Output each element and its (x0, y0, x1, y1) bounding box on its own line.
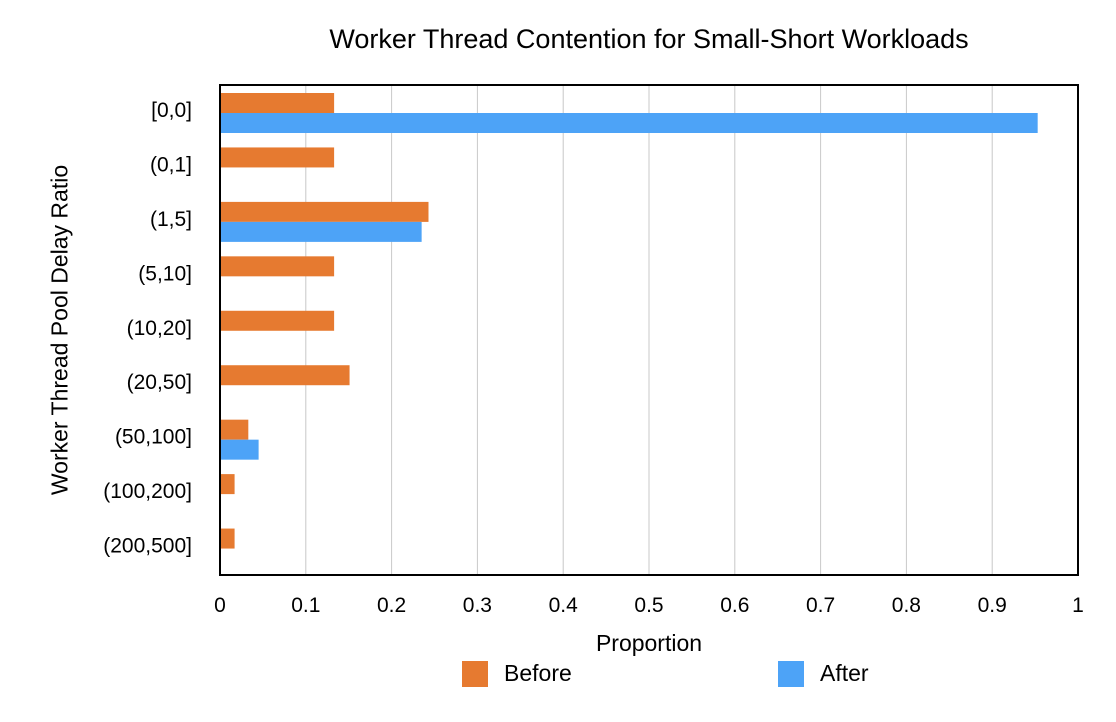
legend-item-after: After (778, 660, 869, 687)
bar-before (220, 201, 429, 222)
y-tick-label: [0,0] (151, 99, 192, 122)
legend: Before After (0, 660, 1116, 690)
bar-before (220, 256, 335, 277)
bar-before (220, 147, 335, 168)
y-axis-label: Worker Thread Pool Delay Ratio (46, 164, 73, 496)
y-tick-label: (0,1] (150, 153, 192, 176)
bar-marks (220, 93, 1038, 549)
x-tick-label: 0.7 (806, 594, 835, 617)
legend-label-before: Before (504, 660, 572, 686)
bar-after (220, 113, 1038, 133)
y-tick-label: (100,200] (103, 480, 192, 503)
x-tick-label: 0.5 (634, 594, 663, 617)
chart-title: Worker Thread Contention for Small-Short… (329, 24, 969, 54)
legend-label-after: After (820, 660, 869, 686)
bar-before (220, 528, 235, 549)
y-tick-label: (20,50] (127, 371, 192, 394)
y-tick-label: (200,500] (103, 535, 192, 558)
y-tick-label: (1,5] (150, 208, 192, 231)
x-tick-labels: 0 0.1 0.2 0.3 0.4 0.5 0.6 0.7 0.8 0.9 1 (214, 594, 1084, 617)
bar-before (220, 310, 335, 331)
grid-lines (219, 85, 1079, 575)
bar-before (220, 419, 249, 440)
x-tick-label: 0.6 (720, 594, 749, 617)
x-tick-label: 0.4 (549, 594, 579, 617)
x-tick-label: 0.2 (377, 594, 406, 617)
x-axis-label: Proportion (595, 630, 703, 656)
x-tick-label: 1 (1072, 594, 1084, 617)
bar-before (220, 93, 335, 113)
y-tick-label: (5,10] (138, 262, 192, 285)
bar-after (220, 221, 422, 242)
bar-before (220, 474, 235, 495)
legend-swatch-after (778, 660, 804, 687)
bar-after (220, 439, 259, 460)
y-tick-label: (10,20] (127, 317, 192, 340)
legend-item-before: Before (462, 660, 572, 687)
y-tick-label: (50,100] (115, 426, 192, 449)
y-tick-labels: [0,0] (0,1] (1,5] (5,10] (10,20] (20,50] (50,1… (103, 99, 192, 558)
x-tick-label: 0.1 (291, 594, 320, 617)
legend-swatch-before (462, 660, 488, 687)
plot-frame (219, 84, 1079, 576)
x-tick-label: 0 (214, 594, 226, 617)
bar-before (220, 365, 350, 386)
x-tick-label: 0.8 (892, 594, 921, 617)
x-tick-label: 0.3 (463, 594, 492, 617)
x-tick-label: 0.9 (978, 594, 1007, 617)
